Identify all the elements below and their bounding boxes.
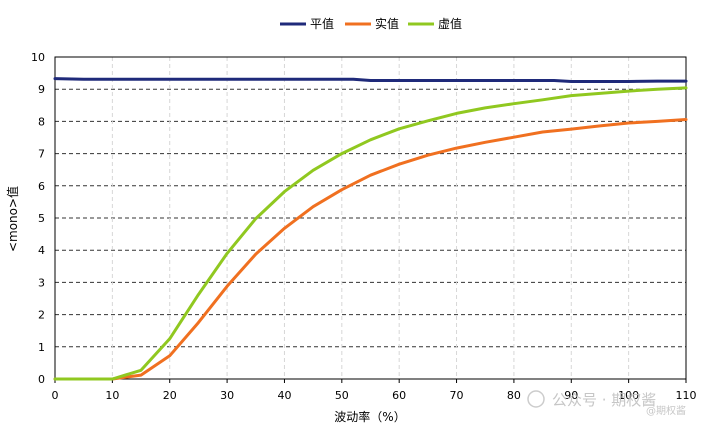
watermark-handle: @期权酱	[646, 404, 686, 417]
legend-label-2: 虚值	[438, 16, 462, 31]
chart-legend: 平值 实值 虚值	[280, 16, 462, 31]
x-tick-label: 90	[564, 389, 578, 402]
y-tick-label: 8	[38, 115, 45, 128]
x-tick-label: 80	[507, 389, 521, 402]
x-tick-label: 100	[618, 389, 639, 402]
series-line-0	[53, 77, 688, 83]
y-tick-label: 3	[38, 276, 45, 289]
y-tick-label: 0	[38, 373, 45, 386]
y-tick-label: 9	[38, 83, 45, 96]
series-line-2	[53, 86, 688, 381]
x-tick-label: 20	[163, 389, 177, 402]
x-tick-label: 70	[450, 389, 464, 402]
legend-label-1: 实值	[375, 16, 399, 31]
chart-series	[53, 77, 688, 381]
y-tick-label: 10	[31, 51, 45, 64]
y-tick-label: 7	[38, 148, 45, 161]
series-line-1	[53, 118, 688, 381]
chart-grid	[55, 56, 686, 379]
y-tick-label: 6	[38, 180, 45, 193]
watermark: 公众号 · 期权酱 @期权酱	[527, 390, 686, 417]
y-tick-label: 4	[38, 244, 45, 257]
x-tick-label: 110	[676, 389, 697, 402]
y-tick-label: 2	[38, 309, 45, 322]
x-tick-label: 0	[52, 389, 59, 402]
x-tick-label: 10	[105, 389, 119, 402]
plot-frame	[54, 56, 687, 380]
x-axis-label: 波动率（%）	[334, 409, 405, 424]
wechat-icon	[527, 390, 545, 408]
x-tick-label: 40	[277, 389, 291, 402]
x-tick-label: 50	[335, 389, 349, 402]
y-tick-label: 5	[38, 212, 45, 225]
x-tick-label: 60	[392, 389, 406, 402]
chart-axes	[54, 56, 687, 383]
y-axis-label: <mono>值	[5, 186, 20, 252]
watermark-text: 公众号 · 期权酱	[552, 391, 656, 409]
legend-label-0: 平值	[310, 16, 334, 31]
y-tick-label: 1	[38, 341, 45, 354]
x-tick-label: 30	[220, 389, 234, 402]
